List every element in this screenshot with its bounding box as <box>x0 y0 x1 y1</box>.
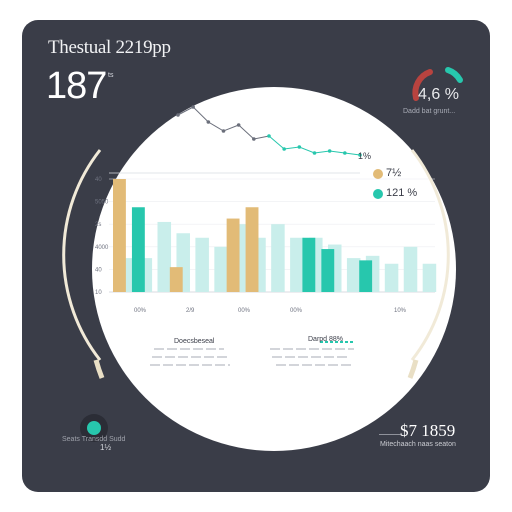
y-tick-label: 40 <box>95 177 102 183</box>
bar <box>214 246 228 292</box>
sparkline-point <box>221 129 226 133</box>
bottom-right-divider <box>379 434 401 435</box>
bar <box>157 221 172 292</box>
y-tick-label: 40 <box>95 267 102 273</box>
kpi-value: 187 <box>46 65 107 107</box>
bottom-right-value: $7 1859 <box>400 421 456 440</box>
sparkline-point <box>267 134 271 138</box>
bar <box>113 179 126 292</box>
y-tick-label: 10 <box>95 290 102 296</box>
sparkline-point <box>191 105 195 109</box>
gauge-icon <box>412 67 463 101</box>
gauge-value: 4,6 % <box>418 86 459 103</box>
bar <box>131 207 145 292</box>
bar <box>245 207 259 292</box>
bar <box>359 260 373 292</box>
bar <box>422 263 437 292</box>
caption-left-title: Doecsbeseal <box>174 338 215 345</box>
bottom-right-label: Mitechaach naas seaton <box>380 441 456 448</box>
y-tick-label: 2s <box>95 222 101 228</box>
bar <box>290 237 304 292</box>
bar <box>302 237 316 292</box>
legend-dot-1 <box>373 169 383 179</box>
gauge-label: Dadd bat grunt... <box>403 108 456 115</box>
x-tick-label: 00% <box>290 308 303 314</box>
indicator-label: Seats Transdd Sudd <box>62 436 126 443</box>
sparkline-point <box>343 151 347 155</box>
y-tick-label: 4000 <box>95 245 109 251</box>
x-tick-label: 2/9 <box>186 308 195 314</box>
x-tick-label: 00% <box>238 308 251 314</box>
kpi-unit: ts <box>108 72 114 79</box>
sparkline-point <box>297 145 302 149</box>
sparkline-point <box>206 120 211 124</box>
sparkline-point <box>252 137 256 141</box>
x-tick-label: 10% <box>394 308 407 314</box>
bar <box>384 263 399 292</box>
bar <box>403 246 418 292</box>
x-tick-label: 00% <box>134 308 147 314</box>
status-indicator[interactable] <box>80 414 108 442</box>
legend-dot-2 <box>373 189 383 199</box>
sparkline-point <box>176 113 180 117</box>
chart-circle: 40 5050 2s 4000 40 10 00% 2/9 00% 00% 10% <box>92 87 456 451</box>
indicator-value: 1½ <box>100 443 112 452</box>
status-dot-icon <box>87 421 101 435</box>
sparkline-point <box>327 149 332 153</box>
sparkline-point <box>282 147 286 151</box>
bar <box>321 249 335 292</box>
sparkline-point <box>358 153 362 157</box>
bar <box>226 218 240 292</box>
bar <box>271 224 285 292</box>
sparkline-label: 1% <box>358 151 372 161</box>
sparkline-point <box>236 123 241 127</box>
legend-label-1: 7½ <box>386 167 402 179</box>
chart-svg: 40 5050 2s 4000 40 10 00% 2/9 00% 00% 10% <box>95 105 437 366</box>
dashboard-title: Thestual 2219pp <box>48 37 171 58</box>
bar <box>169 267 183 292</box>
bar <box>195 237 209 292</box>
caption-right-title: Darpd 88% <box>308 336 344 343</box>
sparkline-point <box>312 151 317 155</box>
y-tick-label: 5050 <box>95 200 109 206</box>
legend-label-2: 121 % <box>386 187 418 199</box>
bar <box>346 258 361 292</box>
